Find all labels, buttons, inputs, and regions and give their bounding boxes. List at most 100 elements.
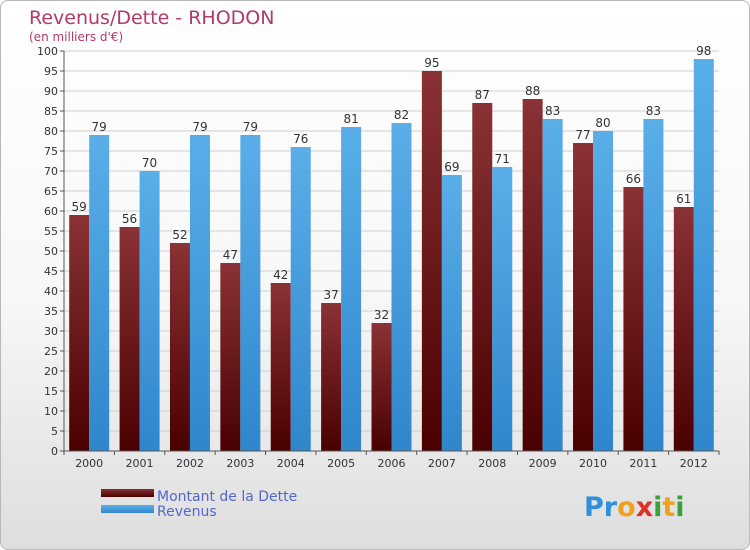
y-tick-label: 5 <box>51 425 58 438</box>
data-label: 71 <box>495 152 510 166</box>
bar-revenue-2003 <box>240 135 261 451</box>
x-tick-label: 2010 <box>579 457 607 470</box>
logo-letter: i <box>675 492 684 523</box>
data-label: 80 <box>595 116 610 130</box>
bar-debt-2006 <box>371 323 392 451</box>
data-label: 95 <box>424 56 439 70</box>
y-tick-label: 70 <box>44 165 58 178</box>
bar-revenue-2004 <box>290 147 311 451</box>
y-tick-label: 30 <box>44 325 58 338</box>
y-tick-label: 95 <box>44 65 58 78</box>
bar-debt-2001 <box>119 227 140 451</box>
data-label: 82 <box>394 108 409 122</box>
x-tick-label: 2008 <box>478 457 506 470</box>
y-tick-label: 75 <box>44 145 58 158</box>
y-tick-label: 90 <box>44 85 58 98</box>
data-label: 76 <box>293 132 308 146</box>
x-tick-label: 2006 <box>378 457 406 470</box>
legend-label-revenue: Revenus <box>157 504 217 520</box>
y-tick-label: 55 <box>44 225 58 238</box>
data-label: 87 <box>475 88 490 102</box>
data-label: 81 <box>343 112 358 126</box>
data-label: 61 <box>676 192 691 206</box>
x-tick-label: 2012 <box>680 457 708 470</box>
data-label: 32 <box>374 308 389 322</box>
logo-letter: t <box>662 492 675 523</box>
y-tick-label: 100 <box>37 45 58 58</box>
bar-revenue-2008 <box>492 167 513 451</box>
x-tick-label: 2000 <box>75 457 103 470</box>
y-tick-label: 0 <box>51 445 58 458</box>
x-tick-label: 2003 <box>226 457 254 470</box>
data-label: 83 <box>646 104 661 118</box>
bar-debt-2012 <box>673 207 694 451</box>
bar-debt-2000 <box>69 215 90 451</box>
bar-revenue-2010 <box>593 131 614 451</box>
bar-revenue-2012 <box>693 59 714 451</box>
data-label: 69 <box>444 160 459 174</box>
bar-debt-2011 <box>623 187 644 451</box>
data-label: 98 <box>696 44 711 58</box>
x-tick-label: 2004 <box>277 457 305 470</box>
bar-revenue-2006 <box>391 123 412 451</box>
x-axis-ticks: 2000 2001 2002 2003 2004 2005 2006 2007 2008 2009… <box>63 451 720 470</box>
y-tick-label: 15 <box>44 385 58 398</box>
legend-label-debt: Montant de la Dette <box>157 489 297 505</box>
y-tick-label: 20 <box>44 365 58 378</box>
x-tick-label: 2002 <box>176 457 204 470</box>
data-label: 88 <box>525 84 540 98</box>
x-tick-label: 2005 <box>327 457 355 470</box>
data-label: 77 <box>575 128 590 142</box>
bar-debt-2003 <box>220 263 241 451</box>
logo-letter: x <box>636 492 653 523</box>
data-label: 79 <box>243 120 258 134</box>
data-label: 56 <box>122 212 137 226</box>
chart-subtitle: (en milliers d'€) <box>29 30 123 44</box>
chart-title: Revenus/Dette - RHODON <box>29 7 274 29</box>
y-tick-label: 35 <box>44 305 58 318</box>
y-tick-label: 85 <box>44 105 58 118</box>
bar-revenue-2005 <box>341 127 362 451</box>
bar-debt-2007 <box>421 71 442 451</box>
data-labels: 59 79 56 70 52 79 47 79 42 76 37 81 32 82 95 69 87 71 88 83… <box>72 44 712 322</box>
legend-swatch-debt <box>101 489 154 497</box>
data-label: 79 <box>92 120 107 134</box>
x-tick-label: 2007 <box>428 457 456 470</box>
legend-swatch-revenue <box>101 505 154 513</box>
data-label: 37 <box>323 288 338 302</box>
bar-debt-2010 <box>573 143 594 451</box>
x-tick-label: 2011 <box>629 457 657 470</box>
logo-letter: P <box>584 492 604 523</box>
logo-letter: i <box>653 492 662 523</box>
data-label: 59 <box>72 200 87 214</box>
x-tick-label: 2001 <box>126 457 154 470</box>
bar-revenue-2011 <box>643 119 664 451</box>
data-label: 79 <box>192 120 207 134</box>
bar-revenue-2009 <box>542 119 563 451</box>
logo-letter: o <box>617 492 636 523</box>
bar-debt-2009 <box>522 99 543 451</box>
bar-debt-2008 <box>472 103 493 451</box>
bar-debt-2005 <box>321 303 342 451</box>
logo-letter: r <box>604 492 618 523</box>
bar-debt-2002 <box>169 243 190 451</box>
y-tick-label: 40 <box>44 285 58 298</box>
data-label: 42 <box>273 268 288 282</box>
legend: Montant de la Dette Revenus <box>101 489 297 520</box>
y-tick-label: 65 <box>44 185 58 198</box>
bar-revenue-2002 <box>189 135 210 451</box>
data-label: 66 <box>626 172 641 186</box>
y-tick-label: 60 <box>44 205 58 218</box>
proxiti-logo: Proxiti <box>584 492 685 523</box>
y-axis-ticks: 0 5 10 15 20 25 30 35 40 45 50 55 60 65 70 75 80 85 90 95 10… <box>37 45 64 458</box>
y-tick-label: 10 <box>44 405 58 418</box>
y-tick-label: 50 <box>44 245 58 258</box>
bar-revenue-2001 <box>139 171 160 451</box>
bar-revenue-2007 <box>441 175 462 451</box>
bar-debt-2004 <box>270 283 291 451</box>
y-tick-label: 45 <box>44 265 58 278</box>
x-tick-label: 2009 <box>529 457 557 470</box>
data-label: 83 <box>545 104 560 118</box>
